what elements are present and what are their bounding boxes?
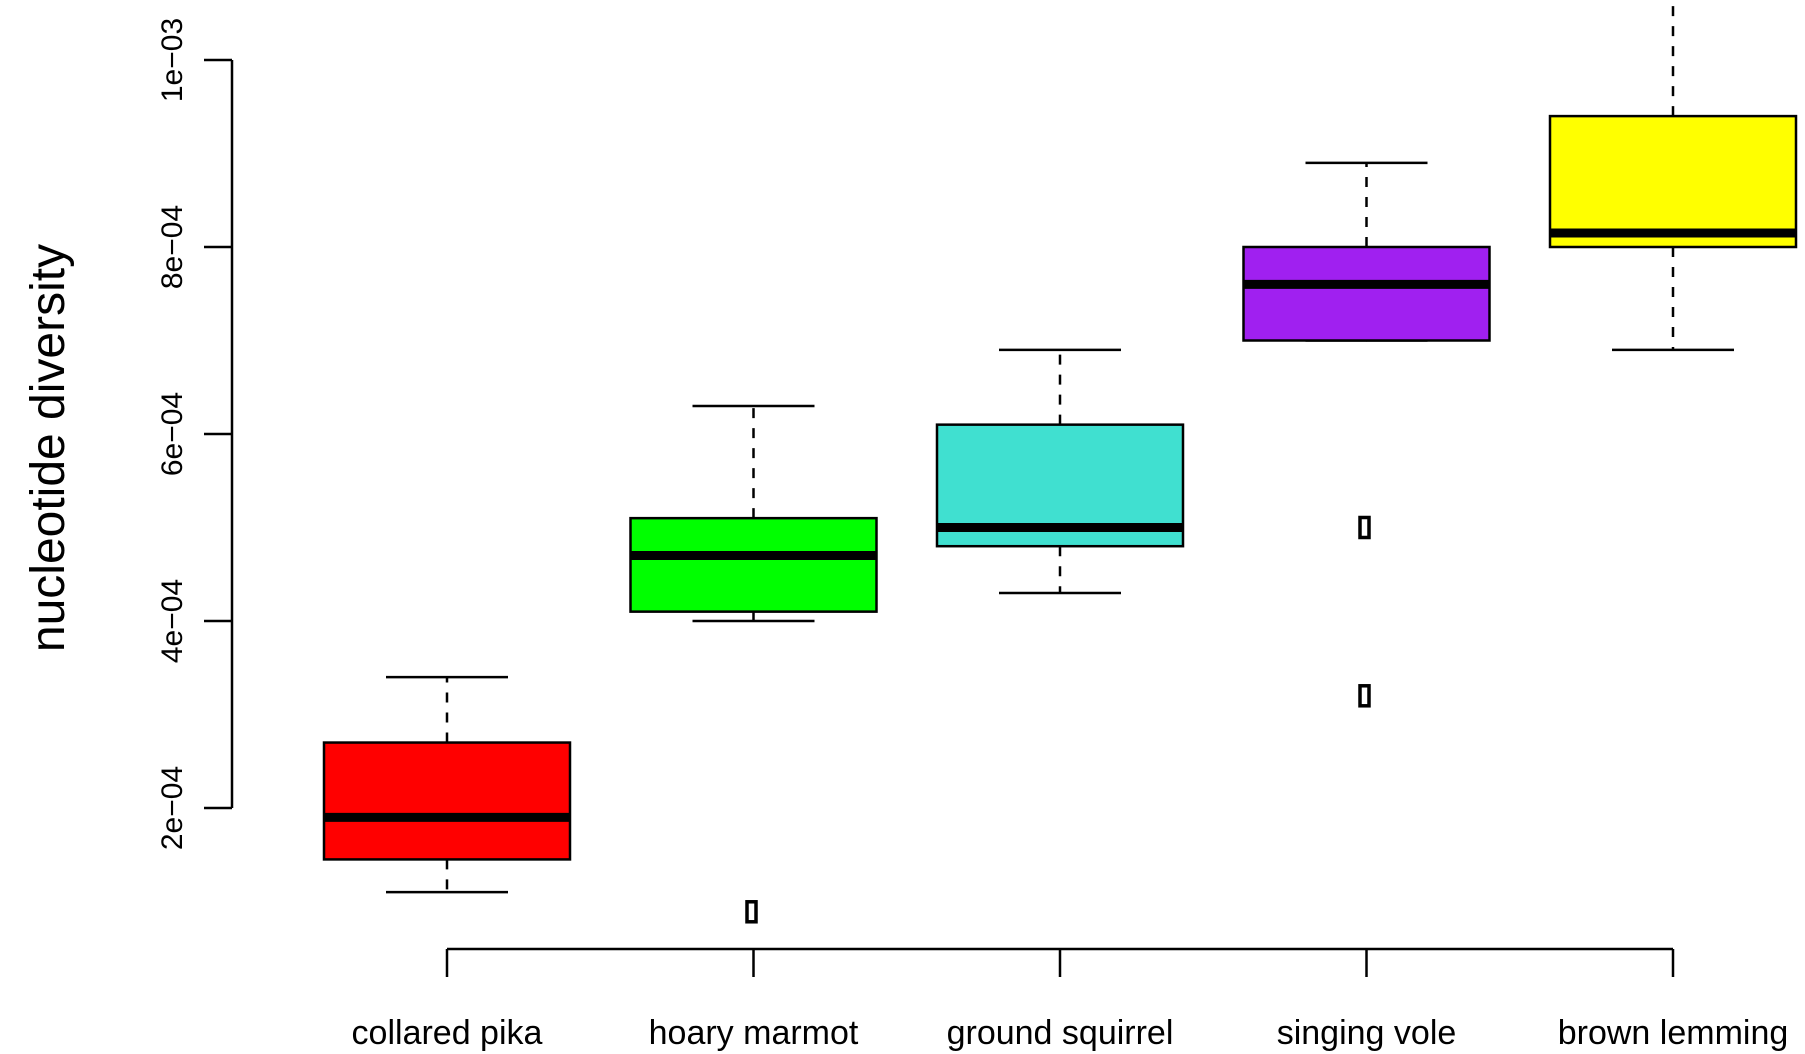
plot-area (322, 0, 1798, 924)
x-axis: collared pika hoary marmot ground squirrel… (352, 947, 1789, 1052)
box-group (629, 404, 878, 924)
y-axis: 2e−04 4e−04 6e−04 8e−04 1e−03 (156, 18, 234, 850)
x-tick-label: ground squirrel (947, 1014, 1174, 1052)
box-group (1242, 161, 1491, 708)
y-axis-title: nucleotide diversity (22, 244, 75, 652)
y-tick-label: 2e−04 (156, 766, 189, 850)
box (629, 516, 878, 613)
box-group (322, 675, 572, 894)
x-tick-label: hoary marmot (649, 1014, 859, 1052)
x-tick-label: brown lemming (1558, 1014, 1789, 1052)
box-group (935, 348, 1185, 595)
y-tick-label: 4e−04 (156, 579, 189, 663)
box-group (1548, 0, 1798, 352)
outlier-point (1358, 515, 1371, 540)
y-tick-label: 1e−03 (156, 18, 189, 102)
x-tick-label: collared pika (352, 1014, 543, 1052)
x-tick-label: singing vole (1277, 1014, 1457, 1052)
outlier-point (745, 900, 758, 924)
y-tick-label: 8e−04 (156, 205, 189, 289)
outlier-point (1358, 684, 1371, 708)
box (1548, 114, 1798, 249)
box (322, 741, 572, 861)
y-tick-label: 6e−04 (156, 392, 189, 476)
box (1242, 245, 1491, 342)
